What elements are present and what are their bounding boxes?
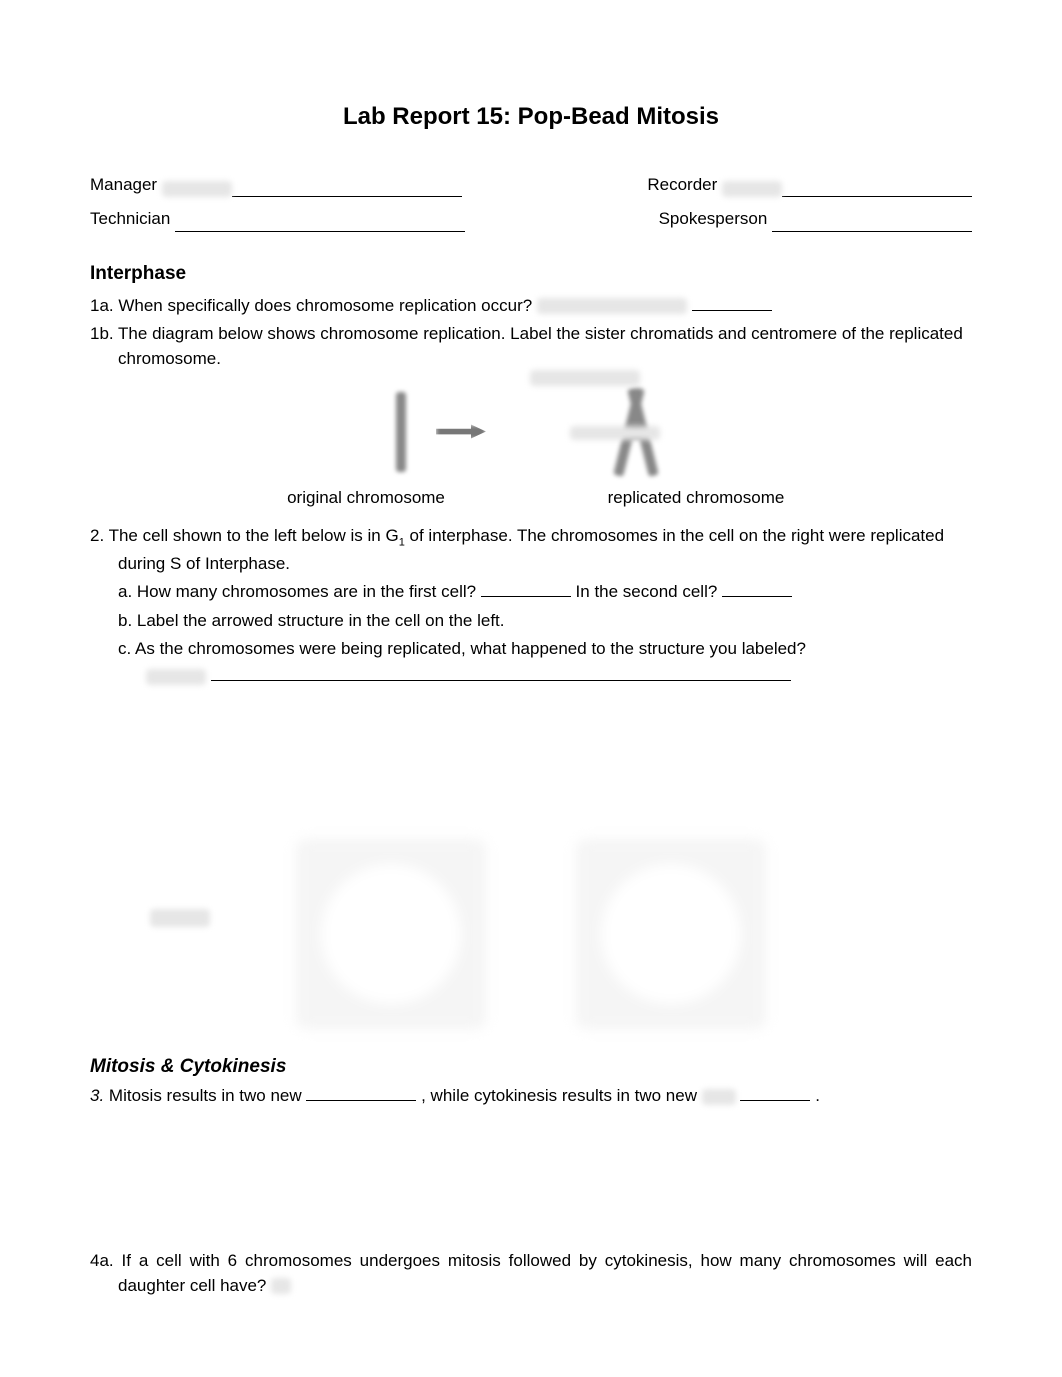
original-chromosome-label: original chromosome xyxy=(246,486,486,511)
q2-lead: 2. The cell shown to the left below is i… xyxy=(90,526,399,545)
question-2c-line xyxy=(90,664,972,689)
question-2a: a. How many chromosomes are in the first… xyxy=(90,580,972,605)
mitosis-heading: Mitosis & Cytokinesis xyxy=(90,1053,972,1081)
cell-diagram-row xyxy=(90,839,972,1029)
question-2: 2. The cell shown to the left below is i… xyxy=(90,524,972,576)
q3-text-2: , while cytokinesis results in two new xyxy=(421,1086,702,1105)
q2c-text: c. As the chromosomes were being replica… xyxy=(118,639,806,658)
q2a-text-2: In the second cell? xyxy=(576,582,722,601)
redaction-chip xyxy=(570,426,660,440)
interphase-heading: Interphase xyxy=(90,260,972,288)
role-row-1: Manager Recorder xyxy=(90,173,972,198)
fill-line[interactable] xyxy=(740,1087,810,1101)
fill-line[interactable] xyxy=(211,667,791,681)
fill-line[interactable] xyxy=(175,218,465,232)
fill-line[interactable] xyxy=(306,1087,416,1101)
spokesperson-field: Spokesperson xyxy=(659,207,972,232)
redaction-chip xyxy=(722,181,782,197)
redaction-chip xyxy=(146,669,206,685)
question-2b: b. Label the arrowed structure in the ce… xyxy=(90,609,972,634)
question-3: 3. Mitosis results in two new , while cy… xyxy=(90,1084,972,1109)
manager-field: Manager xyxy=(90,173,462,198)
redaction-chip xyxy=(702,1089,736,1105)
redaction-chip xyxy=(271,1278,291,1294)
fill-line[interactable] xyxy=(722,583,792,597)
q3-number: 3. xyxy=(90,1086,104,1105)
redaction-chip xyxy=(162,181,232,197)
question-4a: 4a. If a cell with 6 chromosomes undergo… xyxy=(90,1249,972,1298)
question-2c: c. As the chromosomes were being replica… xyxy=(90,637,972,662)
q2a-text-1: a. How many chromosomes are in the first… xyxy=(118,582,481,601)
chromosome-labels-row: original chromosome replicated chromosom… xyxy=(90,486,972,511)
redaction-chip xyxy=(537,298,687,314)
original-chromosome-icon xyxy=(396,392,486,472)
fill-line[interactable] xyxy=(772,218,972,232)
arrow-icon xyxy=(436,425,486,439)
cell-g1-icon xyxy=(296,839,486,1029)
replicated-chromosome-label: replicated chromosome xyxy=(576,486,816,511)
chromosome-diagram xyxy=(90,382,972,482)
question-1a: 1a. When specifically does chromosome re… xyxy=(90,294,972,319)
fill-line[interactable] xyxy=(232,183,462,197)
recorder-label: Recorder xyxy=(647,173,722,198)
question-1b: 1b. The diagram below shows chromosome r… xyxy=(90,322,972,371)
role-row-2: Technician Spokesperson xyxy=(90,207,972,232)
spokesperson-label: Spokesperson xyxy=(659,207,772,232)
fill-line[interactable] xyxy=(481,583,571,597)
q1a-text: 1a. When specifically does chromosome re… xyxy=(90,296,537,315)
q3-text-3: . xyxy=(815,1086,820,1105)
manager-label: Manager xyxy=(90,173,162,198)
redaction-chip xyxy=(530,370,640,386)
page-title: Lab Report 15: Pop-Bead Mitosis xyxy=(90,100,972,135)
q3-text-1: Mitosis results in two new xyxy=(109,1086,306,1105)
fill-line[interactable] xyxy=(782,183,972,197)
technician-label: Technician xyxy=(90,207,175,232)
technician-field: Technician xyxy=(90,207,465,232)
recorder-field: Recorder xyxy=(647,173,972,198)
q4a-text: 4a. If a cell with 6 chromosomes undergo… xyxy=(90,1251,972,1295)
fill-line[interactable] xyxy=(692,297,772,311)
redaction-chip xyxy=(150,909,210,927)
cell-s-icon xyxy=(576,839,766,1029)
